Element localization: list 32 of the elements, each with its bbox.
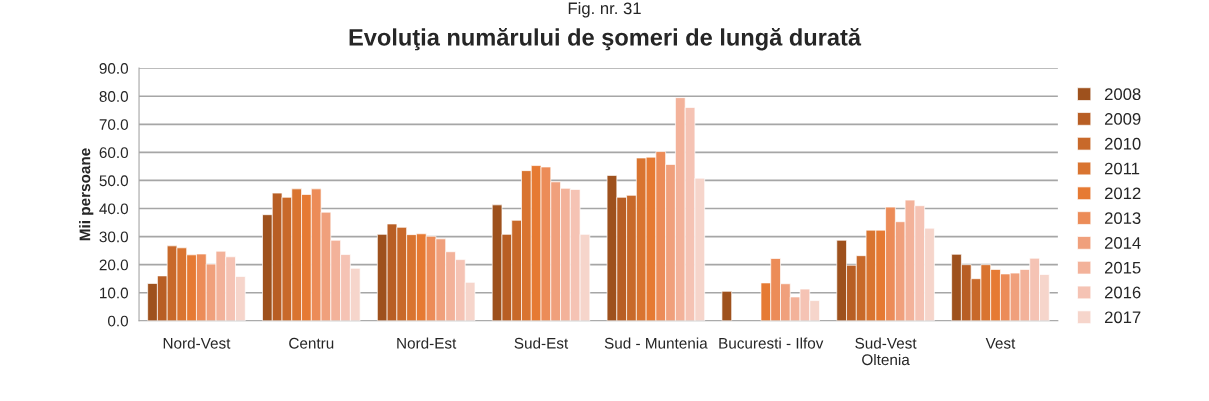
chart-title: Evoluţia numărului de şomeri de lungă durată bbox=[349, 28, 862, 51]
y-tick-label: 70.0 bbox=[99, 119, 129, 130]
legend-label: 2011 bbox=[1104, 162, 1140, 175]
legend-label: 2015 bbox=[1104, 261, 1141, 274]
y-tick-label: 30.0 bbox=[99, 231, 129, 243]
legend-label: 2013 bbox=[1104, 212, 1141, 225]
y-tick-label: 90.0 bbox=[99, 63, 129, 74]
x-tick-label: Sud-Vest Oltenia bbox=[855, 337, 917, 366]
y-tick-label: 80.0 bbox=[99, 91, 129, 102]
legend-label: 2016 bbox=[1104, 286, 1141, 299]
x-tick-label: Bucuresti - Ilfov bbox=[719, 337, 824, 349]
legend-label: 2008 bbox=[1104, 88, 1141, 101]
y-tick-label: 20.0 bbox=[99, 259, 129, 271]
x-tick-label: Vest bbox=[985, 338, 1016, 349]
x-tick-label: Sud-Est bbox=[514, 337, 569, 349]
y-tick-label: 60.0 bbox=[99, 147, 129, 159]
text: Fig. nr. 31 bbox=[568, 2, 641, 18]
legend-label: 2014 bbox=[1104, 237, 1141, 249]
legend-label: 2009 bbox=[1104, 113, 1141, 125]
x-tick-label: Sud - Muntenia bbox=[604, 337, 708, 349]
x-tick-label: Centru bbox=[289, 337, 334, 349]
legend-label: 2017 bbox=[1104, 311, 1141, 324]
y-tick-label: 10.0 bbox=[100, 287, 129, 299]
legend-label: 2010 bbox=[1104, 137, 1141, 150]
legend-label: 2012 bbox=[1104, 187, 1141, 200]
y-tick-label: 50.0 bbox=[99, 175, 129, 187]
bar bbox=[721, 290, 733, 321]
y-tick-label: 0.0 bbox=[107, 315, 129, 327]
y-tick-label: 40.0 bbox=[99, 203, 129, 215]
y-axis-title: Mii persoane bbox=[79, 148, 94, 241]
x-tick-label: Nord-Vest bbox=[163, 337, 231, 349]
x-tick-label: Nord-Est bbox=[397, 337, 457, 349]
